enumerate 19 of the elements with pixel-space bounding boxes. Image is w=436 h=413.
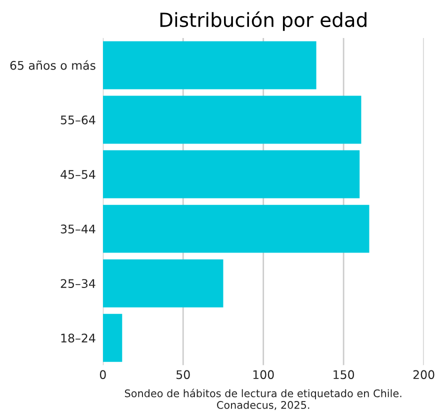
y-tick-label: 65 años o más xyxy=(10,60,96,70)
y-tick-label: 18–24 xyxy=(61,334,96,343)
x-tick-label: 150 xyxy=(334,370,354,380)
bar xyxy=(102,314,122,362)
bar xyxy=(102,259,224,308)
y-tick-label: 25–34 xyxy=(60,279,96,288)
y-tick-label: 35–44 xyxy=(60,224,96,234)
bar xyxy=(102,96,362,144)
x-tick-label: 100 xyxy=(253,370,274,380)
chart-title: Distribución por edad xyxy=(160,11,366,31)
bar xyxy=(102,150,360,198)
x-tick-label: 200 xyxy=(413,370,434,380)
y-tick-label: 55–64 xyxy=(60,115,96,124)
bar xyxy=(102,41,316,90)
bar xyxy=(102,204,370,253)
x-tick-label: 0 xyxy=(100,370,106,380)
y-tick-label: 45–54 xyxy=(60,170,96,179)
x-tick-label: 50 xyxy=(176,370,190,380)
text: Sondeo de hábitos de lectura de etiquetado en Chile. Conadecus, 2025. xyxy=(124,388,402,410)
